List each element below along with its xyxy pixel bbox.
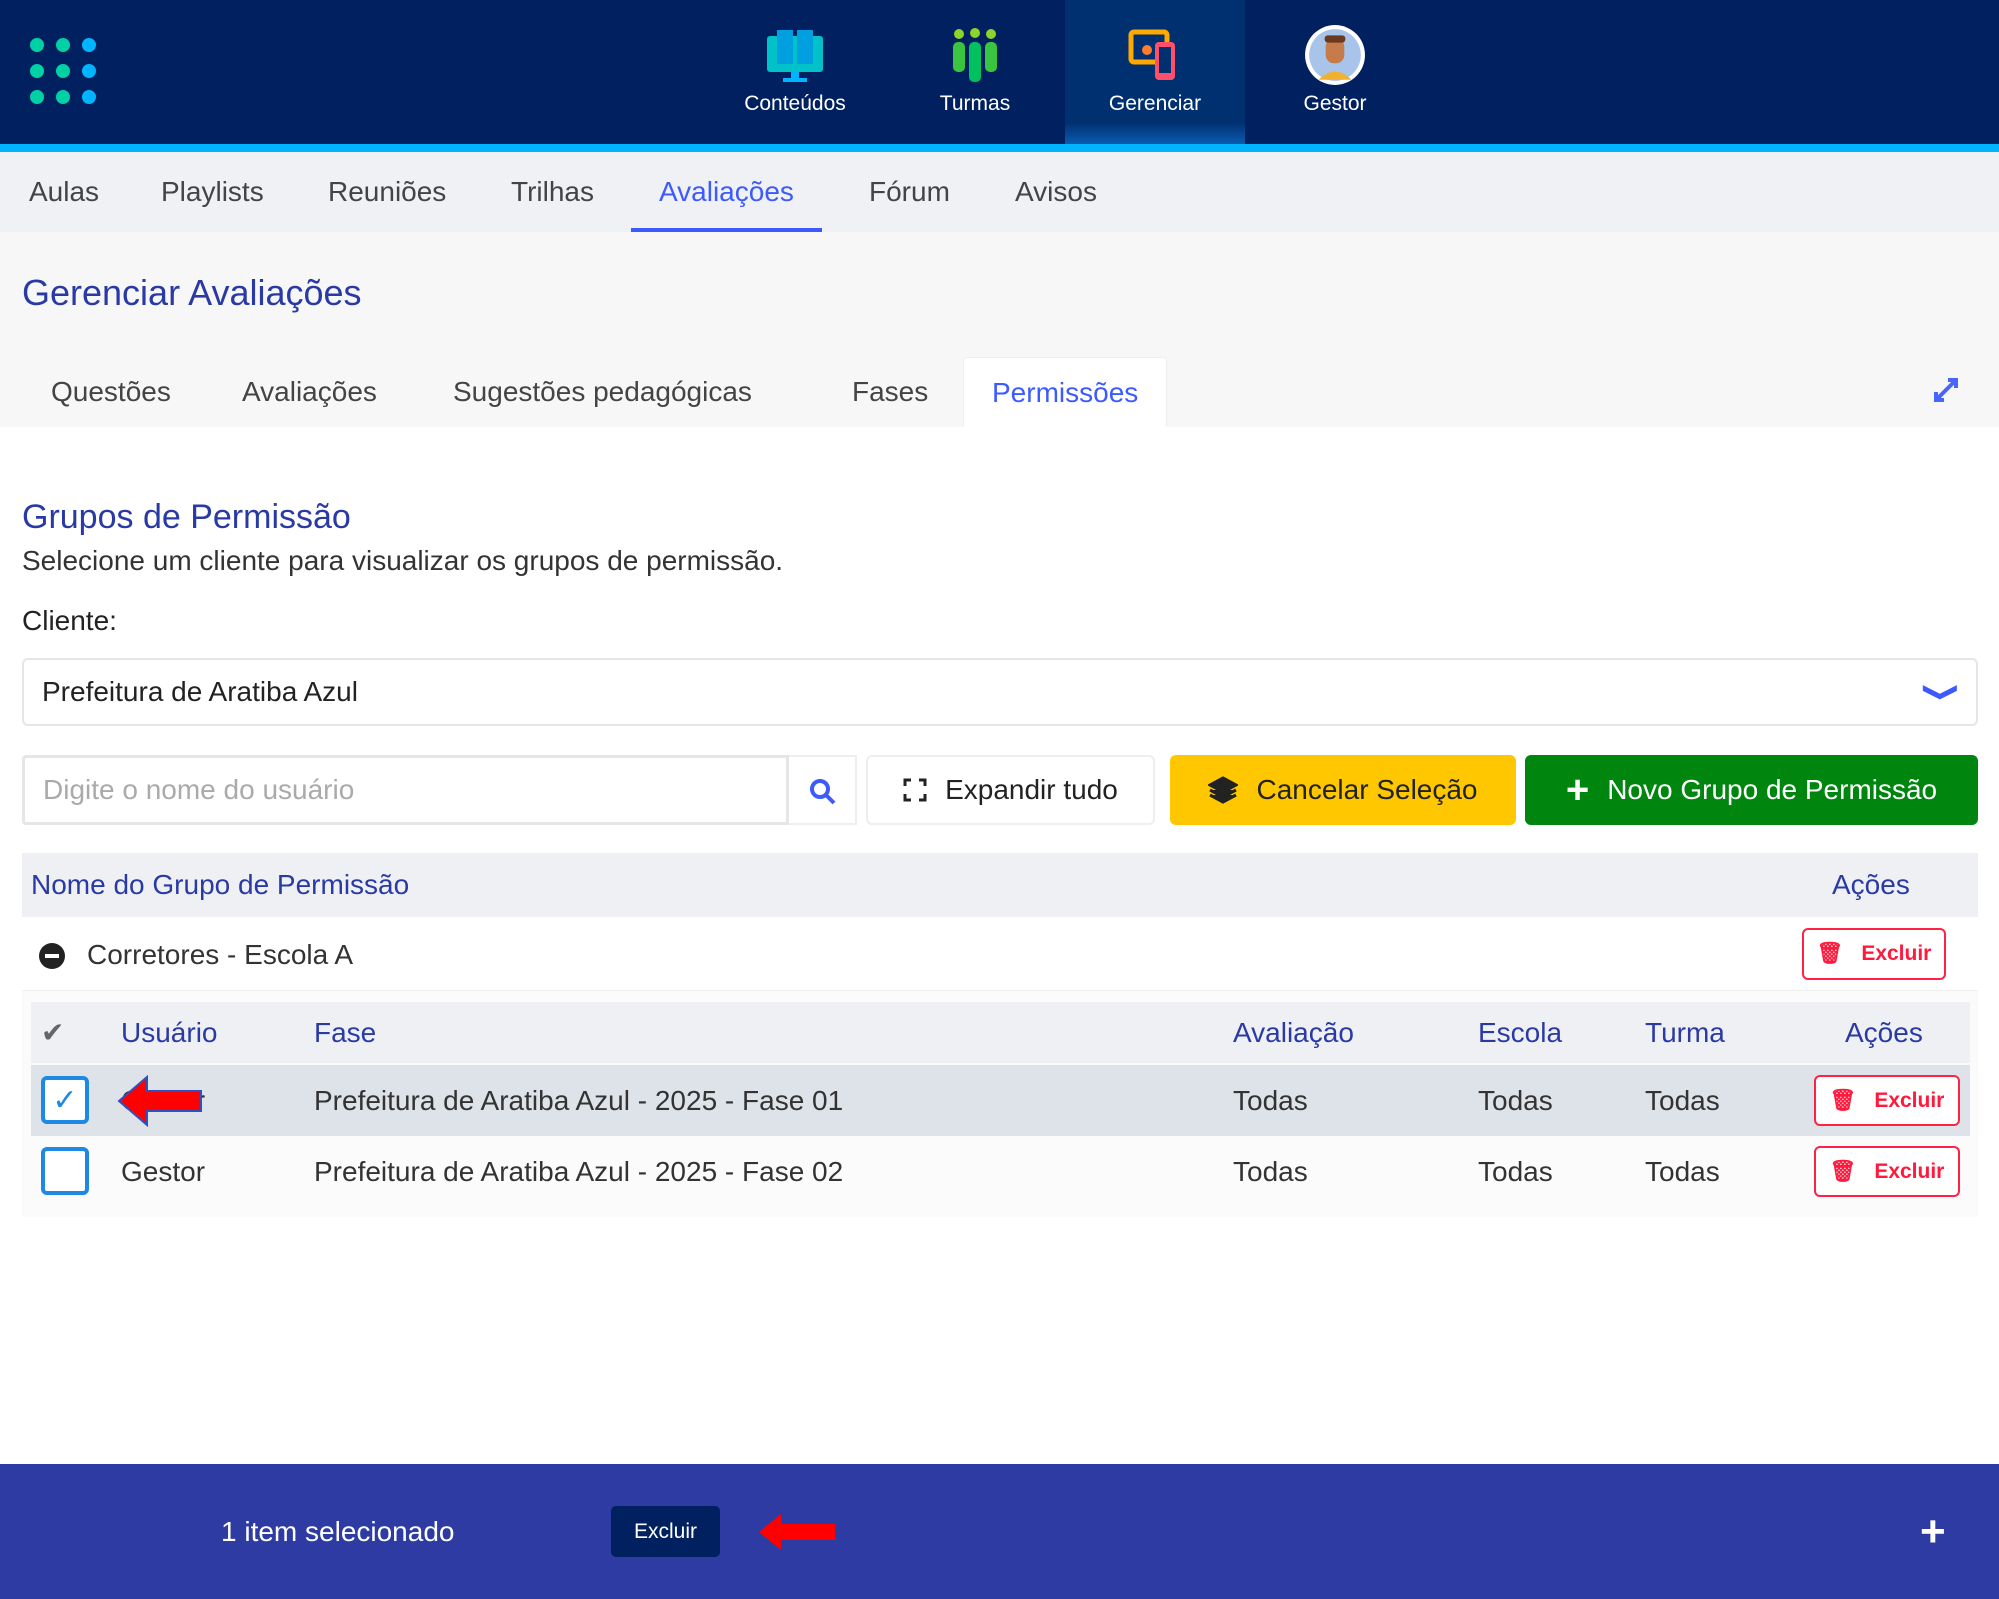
people-icon (953, 28, 997, 82)
trash-icon: 🗑 (1829, 1088, 1857, 1112)
section-title: Grupos de Permissão (22, 498, 351, 536)
column-header-phase: Fase (314, 1017, 377, 1048)
inner-table-header: ✔ Usuário Fase Avaliação Escola Turma Aç… (31, 1002, 1970, 1063)
page-title: Gerenciar Avaliações (22, 272, 362, 313)
row-phase: Prefeitura de Aratiba Azul - 2025 - Fase… (314, 1156, 844, 1187)
group-row[interactable]: Corretores - Escola A 🗑 Excluir (22, 918, 1978, 991)
tab-questoes[interactable]: Questões (51, 376, 171, 407)
row-school: Todas (1478, 1156, 1553, 1187)
row-school: Todas (1478, 1085, 1553, 1116)
red-arrow-annotation-icon (117, 1075, 202, 1127)
row-evaluation: Todas (1233, 1085, 1308, 1116)
new-group-label: Novo Grupo de Permissão (1607, 774, 1938, 805)
collapse-minus-icon[interactable] (38, 942, 66, 970)
subnav-avaliacoes[interactable]: Avaliações (631, 152, 822, 232)
delete-row-button[interactable]: 🗑 Excluir (1814, 1075, 1960, 1126)
subnav-forum[interactable]: Fórum (869, 176, 950, 207)
selection-action-bar: 1 item selecionado Excluir + (0, 1464, 1999, 1599)
search-button[interactable] (789, 755, 857, 825)
column-header-name: Nome do Grupo de Permissão (31, 869, 410, 900)
new-permission-group-button[interactable]: + Novo Grupo de Permissão (1525, 755, 1978, 825)
section-subtitle: Selecione um cliente para visualizar os … (22, 545, 784, 576)
trash-icon: 🗑 (1816, 942, 1844, 965)
column-header-actions: Ações (1845, 1017, 1923, 1048)
layers-icon (1208, 776, 1239, 804)
fullscreen-expand-icon[interactable] (1932, 376, 1960, 404)
subnav-reunioes[interactable]: Reuniões (328, 176, 447, 207)
row-phase: Prefeitura de Aratiba Azul - 2025 - Fase… (314, 1085, 844, 1116)
tab-permissoes[interactable]: Permissões (963, 357, 1168, 427)
nav-label: Gerenciar (1108, 92, 1202, 115)
delete-label: Excluir (1874, 1159, 1945, 1183)
client-select-value: Prefeitura de Aratiba Azul (42, 676, 358, 707)
nav-turmas[interactable]: Turmas (885, 0, 1065, 144)
nav-label: Turmas (939, 92, 1011, 115)
nav-label: Gestor (1303, 92, 1367, 115)
client-select[interactable]: Prefeitura de Aratiba Azul ❯ (22, 658, 1978, 726)
devices-gear-icon (1128, 29, 1175, 80)
expand-all-label: Expandir tudo (945, 774, 1118, 805)
tab-fases[interactable]: Fases (852, 376, 929, 407)
search-icon (810, 779, 836, 805)
nav-label: Conteúdos (744, 92, 846, 115)
monitor-book-icon (767, 30, 823, 82)
red-arrow-annotation-icon (759, 1514, 835, 1550)
column-header-class: Turma (1645, 1017, 1725, 1048)
expand-all-button[interactable]: Expandir tudo (866, 755, 1155, 825)
selected-count-text: 1 item selecionado (221, 1516, 455, 1547)
subnav-trilhas[interactable]: Trilhas (511, 176, 594, 207)
user-search-input[interactable] (22, 755, 789, 825)
delete-group-button[interactable]: 🗑 Excluir (1802, 928, 1946, 980)
nav-gestor[interactable]: Gestor (1245, 0, 1425, 144)
sub-navigation: Aulas Playlists Reuniões Trilhas Avaliaç… (0, 152, 1999, 232)
row-class: Todas (1645, 1085, 1720, 1116)
column-header-evaluation: Avaliação (1233, 1017, 1354, 1048)
column-header-user: Usuário (121, 1017, 218, 1048)
row-evaluation: Todas (1233, 1156, 1308, 1187)
select-all-check-icon[interactable]: ✔ (41, 1017, 65, 1048)
bulk-delete-button[interactable]: Excluir (611, 1506, 720, 1557)
avatar (1305, 25, 1365, 85)
client-label: Cliente: (22, 605, 117, 636)
nav-gerenciar[interactable]: Gerenciar (1065, 0, 1245, 144)
table-row[interactable]: ✓ Gestor Prefeitura de Aratiba Azul - 20… (31, 1065, 1970, 1136)
tab-sugestoes[interactable]: Sugestões pedagógicas (453, 376, 752, 407)
table-row[interactable]: Gestor Prefeitura de Aratiba Azul - 2025… (31, 1136, 1970, 1207)
row-user: Gestor (121, 1156, 206, 1187)
header-accent-bar (0, 144, 1999, 152)
cancel-selection-label: Cancelar Seleção (1256, 774, 1478, 805)
delete-label: Excluir (1874, 1088, 1945, 1112)
table-header: Nome do Grupo de Permissão Ações (22, 853, 1978, 917)
column-header-school: Escola (1478, 1017, 1563, 1048)
expand-icon (903, 778, 927, 802)
row-checkbox[interactable]: ✓ (41, 1076, 89, 1124)
cancel-selection-button[interactable]: Cancelar Seleção (1170, 755, 1516, 825)
check-icon: ✓ (52, 1083, 78, 1117)
delete-label: Excluir (1861, 942, 1932, 965)
subnav-avisos[interactable]: Avisos (1015, 176, 1097, 207)
subnav-aulas[interactable]: Aulas (29, 176, 100, 207)
group-name: Corretores - Escola A (87, 939, 354, 970)
row-checkbox[interactable] (41, 1147, 89, 1195)
chevron-down-icon: ❯ (1923, 681, 1963, 703)
plus-icon[interactable]: + (1920, 1507, 1946, 1556)
apps-grid-icon[interactable] (30, 38, 96, 104)
row-class: Todas (1645, 1156, 1720, 1187)
plus-icon: + (1565, 768, 1590, 812)
subnav-playlists[interactable]: Playlists (161, 176, 264, 207)
delete-row-button[interactable]: 🗑 Excluir (1814, 1146, 1960, 1197)
tab-avaliacoes[interactable]: Avaliações (242, 376, 377, 407)
nav-conteudos[interactable]: Conteúdos (705, 0, 885, 144)
trash-icon: 🗑 (1829, 1159, 1857, 1183)
top-header (0, 0, 1999, 144)
column-header-actions: Ações (1832, 869, 1910, 900)
